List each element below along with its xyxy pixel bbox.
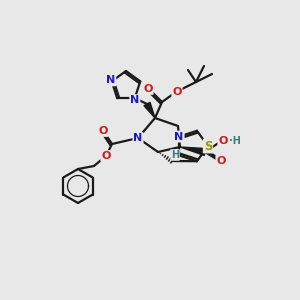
Text: N: N [174,132,184,142]
Text: N: N [106,75,116,85]
Text: O: O [216,156,226,166]
Polygon shape [180,147,206,155]
Text: N: N [130,95,140,105]
Text: H: H [171,150,179,160]
Text: ·H: ·H [229,136,241,146]
Text: O: O [172,87,182,97]
Text: O: O [101,151,111,161]
Text: O: O [98,126,108,136]
Text: N: N [134,133,142,143]
Text: O: O [218,136,228,146]
Text: O: O [143,84,153,94]
Polygon shape [144,102,155,118]
Text: S: S [204,140,212,152]
